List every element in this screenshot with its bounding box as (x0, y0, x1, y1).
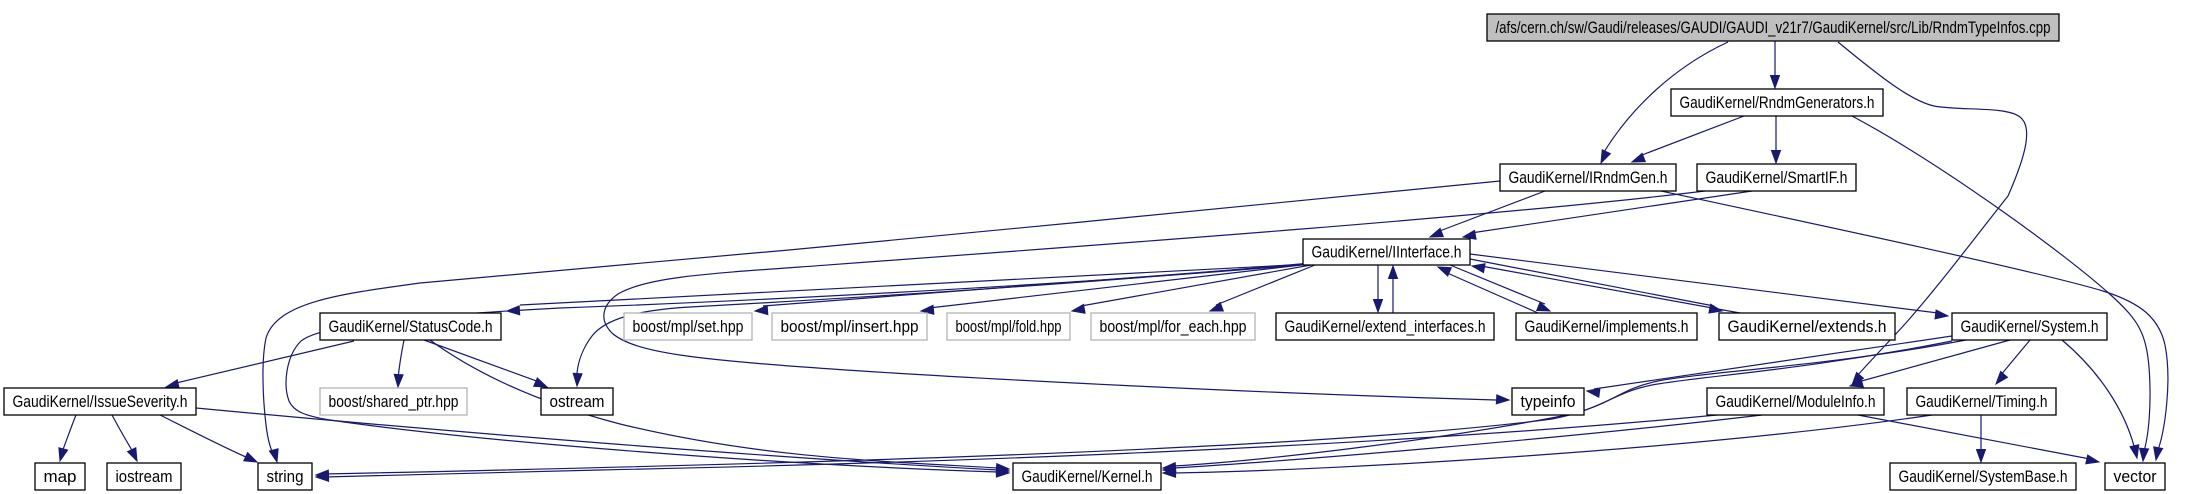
svg-text:GaudiKernel/extend_interfaces.: GaudiKernel/extend_interfaces.h (1285, 318, 1486, 336)
svg-text:boost/mpl/fold.hpp: boost/mpl/fold.hpp (956, 318, 1062, 336)
svg-text:GaudiKernel/IInterface.h: GaudiKernel/IInterface.h (1312, 244, 1462, 262)
svg-text:ostream: ostream (550, 393, 605, 411)
svg-text:GaudiKernel/RndmGenerators.h: GaudiKernel/RndmGenerators.h (1680, 94, 1875, 112)
svg-text:boost/mpl/insert.hpp: boost/mpl/insert.hpp (781, 318, 919, 336)
svg-text:typeinfo: typeinfo (1521, 393, 1576, 411)
svg-text:GaudiKernel/ModuleInfo.h: GaudiKernel/ModuleInfo.h (1716, 393, 1876, 411)
svg-text:GaudiKernel/Timing.h: GaudiKernel/Timing.h (1916, 393, 2048, 411)
svg-text:GaudiKernel/implements.h: GaudiKernel/implements.h (1525, 318, 1689, 336)
svg-text:/afs/cern.ch/sw/Gaudi/releases: /afs/cern.ch/sw/Gaudi/releases/GAUDI/GAU… (1496, 19, 2051, 37)
svg-text:boost/shared_ptr.hpp: boost/shared_ptr.hpp (329, 393, 459, 411)
svg-text:GaudiKernel/StatusCode.h: GaudiKernel/StatusCode.h (329, 318, 493, 336)
svg-text:GaudiKernel/IRndmGen.h: GaudiKernel/IRndmGen.h (1509, 169, 1668, 187)
svg-text:GaudiKernel/Kernel.h: GaudiKernel/Kernel.h (1022, 468, 1153, 486)
svg-text:map: map (44, 468, 77, 486)
svg-text:GaudiKernel/extends.h: GaudiKernel/extends.h (1728, 318, 1887, 336)
svg-text:string: string (267, 468, 304, 486)
svg-text:boost/mpl/set.hpp: boost/mpl/set.hpp (633, 318, 744, 336)
svg-text:GaudiKernel/SmartIF.h: GaudiKernel/SmartIF.h (1706, 169, 1848, 187)
svg-text:iostream: iostream (116, 468, 173, 486)
svg-text:GaudiKernel/SystemBase.h: GaudiKernel/SystemBase.h (1899, 468, 2068, 486)
svg-text:GaudiKernel/IssueSeverity.h: GaudiKernel/IssueSeverity.h (13, 393, 188, 411)
svg-text:GaudiKernel/System.h: GaudiKernel/System.h (1961, 318, 2099, 336)
svg-text:boost/mpl/for_each.hpp: boost/mpl/for_each.hpp (1100, 318, 1247, 336)
svg-text:vector: vector (2114, 468, 2157, 486)
